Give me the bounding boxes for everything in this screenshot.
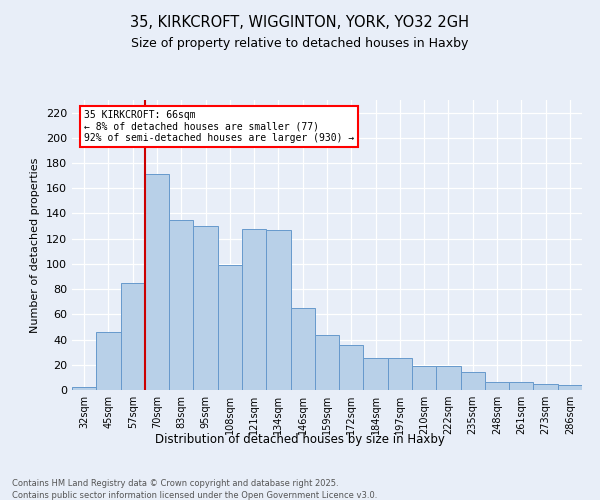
Bar xyxy=(193,226,218,390)
Bar xyxy=(315,334,339,390)
Bar xyxy=(121,283,145,390)
Bar xyxy=(436,366,461,390)
Bar xyxy=(412,366,436,390)
Text: Size of property relative to detached houses in Haxby: Size of property relative to detached ho… xyxy=(131,38,469,51)
Bar xyxy=(339,344,364,390)
Bar xyxy=(242,228,266,390)
Bar xyxy=(145,174,169,390)
Bar xyxy=(533,384,558,390)
Bar xyxy=(364,358,388,390)
Bar xyxy=(290,308,315,390)
Bar xyxy=(169,220,193,390)
Text: Distribution of detached houses by size in Haxby: Distribution of detached houses by size … xyxy=(155,432,445,446)
Text: Contains HM Land Registry data © Crown copyright and database right 2025.
Contai: Contains HM Land Registry data © Crown c… xyxy=(12,478,377,500)
Bar xyxy=(558,385,582,390)
Bar xyxy=(461,372,485,390)
Bar xyxy=(218,265,242,390)
Bar xyxy=(266,230,290,390)
Bar xyxy=(96,332,121,390)
Text: 35 KIRKCROFT: 66sqm
← 8% of detached houses are smaller (77)
92% of semi-detache: 35 KIRKCROFT: 66sqm ← 8% of detached hou… xyxy=(84,110,355,144)
Bar xyxy=(388,358,412,390)
Bar xyxy=(509,382,533,390)
Bar xyxy=(72,388,96,390)
Bar xyxy=(485,382,509,390)
Text: 35, KIRKCROFT, WIGGINTON, YORK, YO32 2GH: 35, KIRKCROFT, WIGGINTON, YORK, YO32 2GH xyxy=(131,15,470,30)
Y-axis label: Number of detached properties: Number of detached properties xyxy=(31,158,40,332)
